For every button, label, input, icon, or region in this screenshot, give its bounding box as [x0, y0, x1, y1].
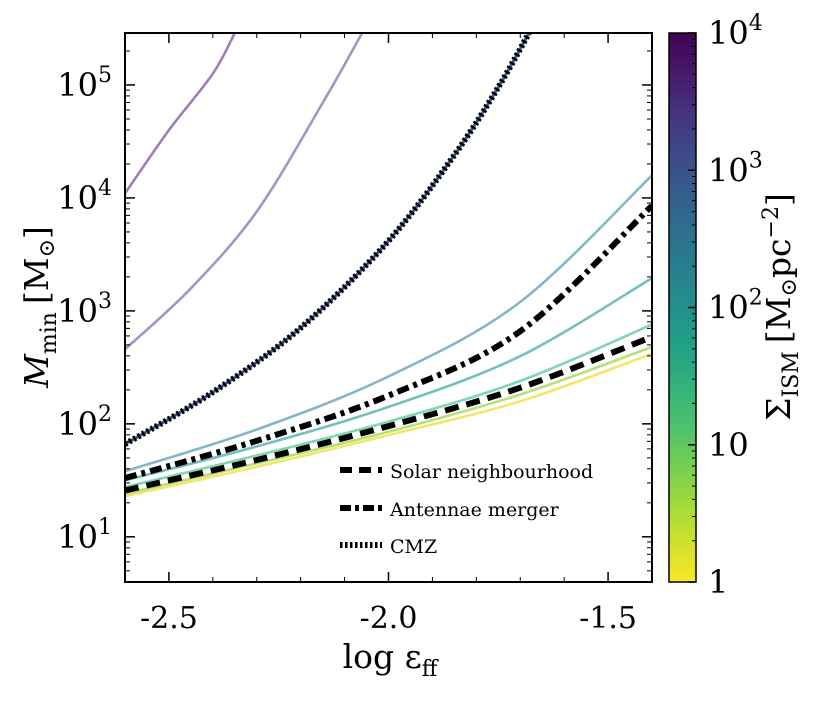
x-tick-labels: -2.5 -2.0 -1.5: [140, 601, 637, 636]
x-tick-label: -2.0: [360, 601, 418, 636]
colorbar-tick-label: 1: [708, 563, 728, 601]
plot-frame: [124, 32, 653, 583]
series-30-line: [125, 323, 652, 489]
y-tick-label: 105: [57, 63, 112, 104]
y-tick-label: 102: [57, 402, 112, 443]
series-solar-neighbourhood-line: [125, 334, 652, 494]
x-tick-label: -1.5: [579, 601, 637, 636]
series-cmz-line: [125, 33, 532, 447]
colorbar-tick-label: 102: [708, 286, 763, 327]
colorbar-tick-label: 104: [708, 11, 763, 52]
series-3000-line: [125, 33, 364, 351]
series-10-line: [125, 345, 652, 496]
y-tick-label: 103: [57, 289, 112, 330]
legend: Solar neighbourhood Antennae merger CMZ: [340, 461, 593, 558]
legend-label-solar: Solar neighbourhood: [390, 461, 593, 483]
x-tick-label: -2.5: [140, 601, 198, 636]
series-300-line: [125, 174, 652, 473]
series-60-line: [125, 276, 652, 482]
series-3-line: [125, 352, 652, 498]
colorbar-tick-label: 10: [708, 426, 749, 464]
y-tick-labels: 101 102 103 104 105: [57, 63, 112, 556]
legend-label-antennae: Antennae merger: [389, 499, 560, 521]
colorbar-label: ΣISM[M⊙pc−2]: [759, 193, 804, 421]
plot-area: [125, 33, 652, 582]
y-axis-label: Mmin[M⊙]: [17, 226, 62, 389]
y-tick-label: 101: [57, 515, 112, 556]
curves-group: [125, 33, 652, 498]
series-10000-line: [125, 33, 236, 195]
colorbar-tick-label: 103: [708, 148, 763, 189]
y-tick-label: 104: [57, 176, 112, 217]
series-antennae-merger-line: [125, 203, 652, 481]
x-axis-label: log εff: [343, 637, 439, 682]
colorbar-ticks: 1 10 102 103 104: [688, 11, 763, 601]
legend-label-cmz: CMZ: [390, 536, 437, 558]
